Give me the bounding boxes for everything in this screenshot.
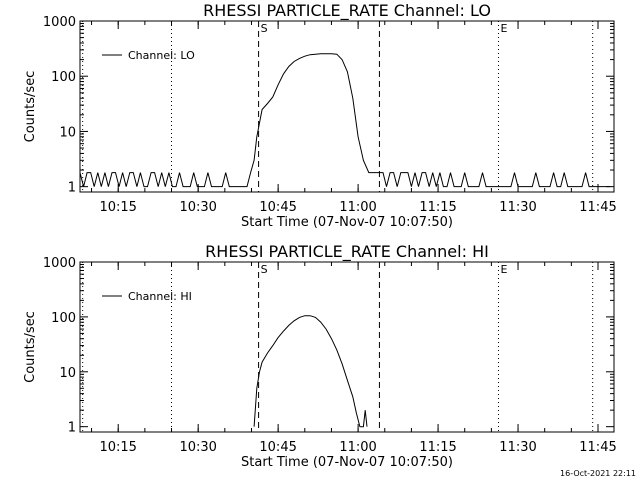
- x-tick-label: 11:45: [579, 200, 616, 215]
- event-marker-label: E: [500, 22, 507, 35]
- x-axis-label: Start Time (07-Nov-07 10:07:50): [241, 455, 453, 470]
- x-tick-label: 10:45: [259, 440, 296, 455]
- lo-channel-panel: RHESSI PARTICLE_RATE Channel: LO Counts/s…: [23, 1, 617, 230]
- x-tick-label: 11:00: [339, 440, 376, 455]
- x-tick-label: 11:15: [419, 440, 456, 455]
- y-tick-label: 100: [51, 311, 76, 326]
- x-tick-label: 10:15: [99, 200, 136, 215]
- hi-channel-panel: RHESSI PARTICLE_RATE Channel: HI Counts/s…: [23, 242, 617, 470]
- generation-timestamp: 16-Oct-2021 22:11: [560, 469, 636, 478]
- legend-label: Channel: HI: [128, 290, 192, 303]
- plot-frame: [79, 261, 615, 433]
- event-marker-label: S: [261, 22, 268, 35]
- series-line: [79, 53, 611, 188]
- y-axis-label: Counts/sec: [23, 311, 38, 383]
- legend-label: Channel: LO: [128, 49, 195, 62]
- x-tick-label: 11:45: [579, 440, 616, 455]
- x-tick-label: 10:15: [99, 440, 136, 455]
- y-tick-label: 100: [51, 70, 76, 85]
- x-tick-label: 11:00: [339, 200, 376, 215]
- y-tick-label: 10: [59, 125, 76, 140]
- y-axis-label: Counts/sec: [23, 71, 38, 143]
- y-tick-label: 10: [59, 366, 76, 381]
- x-axis-label: Start Time (07-Nov-07 10:07:50): [241, 215, 453, 230]
- x-tick-label: 10:45: [259, 200, 296, 215]
- series-line: [253, 315, 368, 428]
- chart-title: RHESSI PARTICLE_RATE Channel: LO: [203, 1, 491, 21]
- y-tick-label: 1: [68, 181, 76, 196]
- x-tick-label: 10:30: [179, 440, 216, 455]
- y-tick-label: 1000: [43, 15, 76, 30]
- event-marker-label: E: [500, 263, 507, 276]
- x-tick-label: 11:30: [499, 200, 536, 215]
- x-tick-label: 11:15: [419, 200, 456, 215]
- x-tick-label: 10:30: [179, 200, 216, 215]
- event-marker-label: S: [261, 263, 268, 276]
- y-tick-label: 1000: [43, 256, 76, 271]
- y-tick-label: 1: [68, 421, 76, 436]
- plot-frame: [79, 20, 615, 193]
- x-tick-label: 11:30: [499, 440, 536, 455]
- chart-title: RHESSI PARTICLE_RATE Channel: HI: [205, 242, 489, 262]
